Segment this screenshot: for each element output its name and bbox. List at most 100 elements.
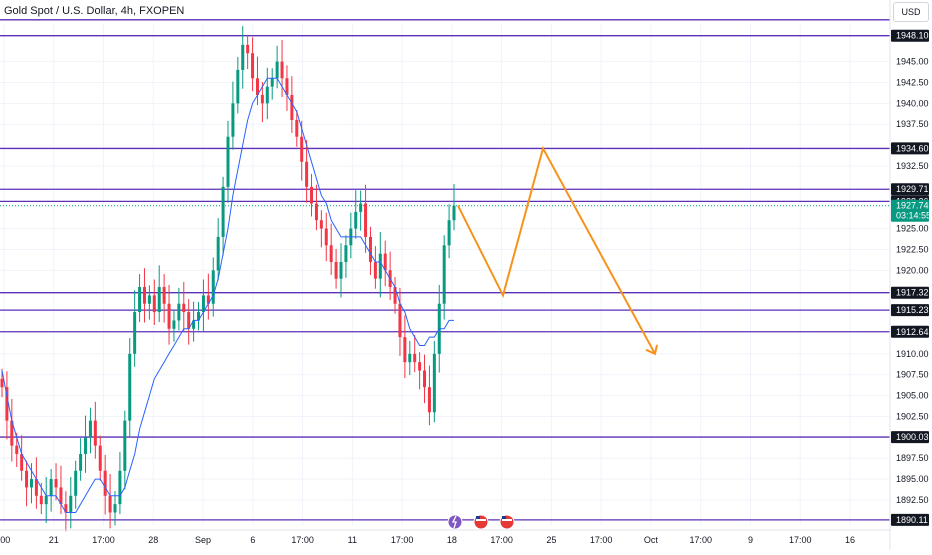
candle-body [398,303,402,338]
candle-body [54,479,58,488]
candle-body [162,287,166,304]
candle-body [197,312,201,321]
candle-body [79,454,83,471]
time-tick-label: 17:00 [689,535,712,545]
candle-body [182,303,186,313]
bar-countdown: 03:14:55 [896,211,931,221]
candle-body [157,287,161,313]
candle-body [334,261,338,279]
chart-title: Gold Spot / U.S. Dollar, 4h, FXOPEN [4,5,185,17]
candle-body [201,295,205,313]
time-tick-label: 9 [748,535,753,545]
lightning-icon[interactable] [447,514,463,530]
candle-body [310,186,314,204]
candle-body [373,261,377,279]
candle-body [344,245,348,262]
candle-body [49,479,53,496]
us-flag-icon-stripe [502,519,512,521]
us-flag-icon[interactable] [499,514,515,530]
candle-body [364,203,368,237]
candle-body [241,44,245,70]
candle-body [123,420,127,471]
level-label: 1915.23 [896,305,929,315]
candle-body [290,94,294,121]
price-axis-bg [890,0,932,550]
level-label: 1948.10 [896,31,929,41]
candle-body [452,205,456,221]
candle-body [427,387,431,413]
time-tick-label: 6 [250,535,255,545]
time-tick-label: :00 [0,535,10,545]
lightning-bolt [451,515,457,529]
candle-body [423,370,427,388]
candle-body [339,261,343,279]
time-tick-label: 16 [845,535,855,545]
candle-body [413,353,417,363]
candle-body [236,69,240,104]
candle-body [138,287,142,313]
currency-button[interactable]: USD [893,2,929,22]
candle-body [211,270,215,304]
candle-body [393,287,397,304]
candle-body [285,78,289,95]
candle-body [275,61,279,79]
price-tick-label: 1942.50 [896,77,929,87]
candle-body [246,44,250,54]
time-axis[interactable]: :00 21 17:00 28 Sep 6 17:00 11 17:00 18 17:00 25 17:… [0,529,890,545]
time-tick-label: Oct [644,535,659,545]
current-price-value: 1927.74 [896,201,929,211]
candle-body [270,78,274,87]
time-tick-label: 25 [546,535,556,545]
level-label: 1929.71 [896,184,929,194]
candle-body [39,495,43,505]
moving-average-line [1,77,454,513]
candle-body [147,295,151,304]
candle-body [378,253,382,279]
level-label-bg [891,286,929,299]
forecast-path [457,145,656,355]
projection-path [457,145,658,356]
time-tick-label: 11 [348,535,357,545]
candle-body [314,203,318,221]
candle-body [142,287,146,304]
time-tick-label: 18 [447,535,457,545]
candle-body [295,120,299,137]
candle-body [383,253,387,271]
time-tick-label: Sep [195,535,211,545]
candle-body [216,236,220,271]
level-label-bg [891,513,929,526]
candle-body [442,245,446,304]
level-label-bg [891,325,929,338]
current-price-tag [891,199,929,222]
price-tick-label: 1937.50 [896,119,929,129]
candles [0,26,456,532]
candle-body [5,387,9,421]
candle-body [255,78,259,95]
price-tick-label: 1945.00 [896,57,929,67]
price-tick-label: 1920.00 [896,265,929,275]
candle-body [432,353,436,413]
time-tick-label: 17:00 [789,535,812,545]
candle-body [128,353,132,421]
candle-body [0,378,4,388]
candle-body [368,236,372,262]
time-tick-label: 17:00 [590,535,613,545]
candle-body [359,203,363,212]
candle-body [319,220,323,229]
us-flag-icon-canton [502,516,506,519]
horizontal-levels [0,19,890,521]
level-label: 1934.60 [896,143,929,153]
us-flag-icon[interactable] [473,514,489,530]
time-tick-label: 21 [49,535,59,545]
price-axis[interactable]: 1945.00 1942.50 1940.00 1937.50 1932.50 1925.… [889,0,932,550]
candle-body [177,303,181,321]
us-flag-icon-stripe [476,519,486,521]
candle-body [93,420,97,446]
candle-body [192,320,196,329]
event-icons [447,514,515,530]
price-tick-label: 1902.50 [896,411,929,421]
candle-body [118,470,122,505]
candle-body [206,295,210,304]
